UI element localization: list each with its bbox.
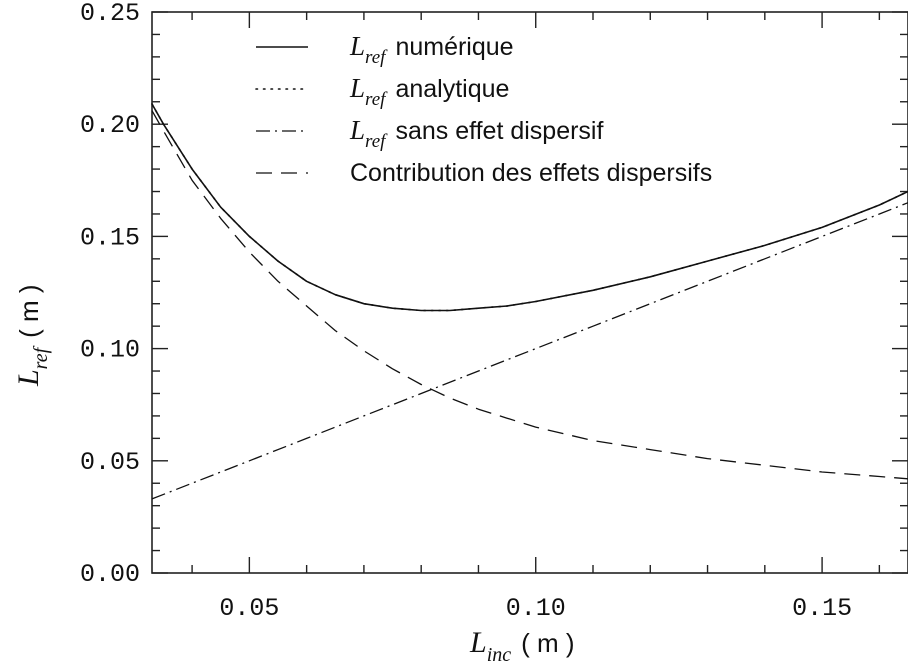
legend-sub: ref [365,89,388,110]
y-tick-label: 0.00 [80,560,140,589]
legend-var: L [349,115,365,145]
series-line-dotted [151,103,908,312]
legend-sub: ref [365,47,388,68]
x-axis-label-var: L [469,626,487,659]
y-tick-label: 0.05 [80,448,140,477]
y-tick-label: 0.25 [80,0,140,28]
legend-entry-label: Lref analytique [349,73,509,110]
series-lines [151,103,908,500]
legend-entry-label: Lref numérique [349,31,514,68]
series-line-dashdot [151,202,908,500]
x-tick-label: 0.05 [219,594,279,623]
plot-frame [151,11,908,574]
y-tick-label: 0.20 [80,111,140,140]
series-line-dashed [151,110,908,480]
legend-name: analytique [395,75,509,103]
tick-labels: 0.00 0.05 0.10 0.15 0.20 0.25 0.05 0.10 0.15 [80,0,852,623]
x-axis-label: Linc ( m ) [469,626,575,662]
legend-name: Contribution des effets dispersifs [350,159,712,187]
y-axis-label: Lref ( m ) [12,284,52,387]
y-axis-label-unit: ( m ) [14,284,44,337]
legend: Lref numérique Lref analytique Lref sans effe… [255,31,712,187]
svg-text:Lref( m ): Lref ( m ) [12,284,52,387]
y-axis-label-var: L [12,369,45,387]
x-axis-label-unit: ( m ) [521,628,574,658]
legend-var: L [349,73,365,103]
x-tick-label: 0.15 [792,594,852,623]
legend-entry-label: Contribution des effets dispersifs [350,159,712,187]
legend-entry-label: Lref sans effet dispersif [349,115,603,152]
y-axis-label-sub: ref [30,345,52,369]
x-tick-label: 0.10 [506,594,566,623]
legend-name: sans effet dispersif [395,117,603,145]
y-tick-label: 0.15 [80,223,140,252]
legend-name: numérique [395,33,513,61]
legend-var: L [349,31,365,61]
y-tick-label: 0.10 [80,336,140,365]
svg-text:Linc( m ): Linc ( m ) [469,626,575,662]
axis-ticks [152,11,908,574]
x-axis-label-sub: inc [487,644,512,662]
plot-frame-rect [151,11,908,574]
legend-sub: ref [365,131,388,152]
